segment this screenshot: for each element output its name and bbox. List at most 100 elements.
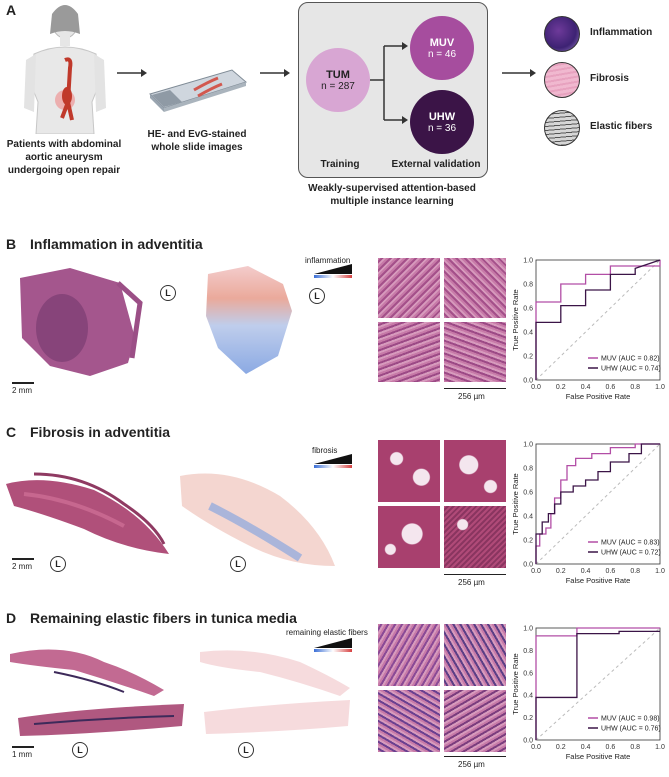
tile-scale-bar — [444, 388, 506, 389]
y-tick-label: 0.2 — [523, 538, 533, 545]
roc-series-line — [535, 630, 660, 740]
x-tick-label: 0.8 — [630, 568, 640, 575]
tile-image — [444, 690, 506, 752]
slides-caption: HE- and EvG-stained whole slide images — [147, 129, 247, 153]
tile-image — [444, 258, 506, 318]
muv-circle: MUV n = 46 — [410, 16, 474, 80]
x-tick-label: 1.0 — [655, 384, 665, 391]
colorbar-icon — [314, 264, 352, 278]
x-tick-label: 0.2 — [556, 744, 566, 751]
x-tick-label: 0.8 — [630, 384, 640, 391]
panel-d-scale: 1 mm — [12, 750, 32, 759]
colorbar-icon — [314, 454, 352, 468]
y-tick-label: 0.0 — [523, 562, 533, 569]
slide-icon — [149, 69, 248, 112]
legend-label: MUV (AUC = 0.83) — [601, 540, 660, 547]
chance-line — [535, 627, 661, 741]
legend-label: MUV (AUC = 0.98) — [601, 716, 660, 723]
patient-illustration — [24, 5, 106, 134]
y-tick-label: 0.6 — [523, 490, 533, 497]
arrow-icon — [117, 69, 147, 77]
panel-c-heatmap-label: fibrosis — [312, 446, 338, 455]
x-tick-label: 0.8 — [630, 744, 640, 751]
panel-d-letter: D — [6, 610, 17, 626]
output-fibrosis: Fibrosis — [590, 73, 629, 84]
panel-b-tile-scale: 256 µm — [458, 392, 485, 401]
tum-name: TUM — [326, 68, 350, 81]
scale-bar — [12, 558, 34, 560]
y-tick-label: 0.6 — [523, 670, 533, 677]
arrow-icon — [260, 69, 290, 77]
uhw-name: UHW — [428, 110, 456, 123]
y-tick-label: 0.8 — [523, 466, 533, 473]
tile-image — [378, 258, 440, 318]
y-tick-label: 0.8 — [523, 282, 533, 289]
panel-c-letter: C — [6, 424, 17, 440]
x-tick-label: 1.0 — [655, 568, 665, 575]
y-tick-label: 0.4 — [523, 514, 533, 521]
plot-frame — [535, 443, 661, 565]
tile-image — [444, 506, 506, 568]
y-tick-label: 1.0 — [523, 626, 533, 633]
panel-b-scale: 2 mm — [12, 386, 32, 395]
split-arrow-icon — [370, 42, 408, 124]
elastic-thumb — [544, 110, 580, 146]
tile-scale-bar — [444, 756, 506, 757]
roc-series-line — [535, 260, 661, 380]
panel-c-heatmap — [180, 473, 335, 566]
muv-n: n = 46 — [427, 48, 457, 60]
panel-c-scale: 2 mm — [12, 562, 32, 571]
y-tick-label: 1.0 — [523, 442, 533, 449]
y-tick-label: 0.8 — [523, 648, 533, 655]
x-tick-label: 0.2 — [556, 568, 566, 575]
output-inflammation: Inflammation — [590, 27, 653, 38]
scale-bar — [12, 382, 34, 384]
y-tick-label: 0.0 — [523, 378, 533, 385]
roc-chart-c: 0.0 0.0 0.2 0.2 0.4 0.4 0.6 0.6 0.8 0.8 1.0 1.0 Fals… — [510, 436, 668, 601]
x-tick-label: 0.4 — [581, 568, 591, 575]
roc-chart-d: 0.0 0.0 0.2 0.2 0.4 0.4 0.6 0.6 0.8 0.8 1.0 1.0 Fals… — [510, 620, 668, 777]
y-tick-label: 0.0 — [523, 738, 533, 745]
chance-line — [535, 443, 661, 565]
x-tick-label: 0.6 — [606, 568, 616, 575]
panel-c-l-marker-1: L — [50, 556, 66, 572]
legend-label: UHW (AUC = 0.72) — [601, 550, 661, 557]
panel-d-tile-scale: 256 µm — [458, 760, 485, 769]
output-elastic: Elastic fibers — [590, 121, 653, 132]
roc-series-line — [535, 443, 660, 564]
x-tick-label: 0.6 — [606, 744, 616, 751]
tum-n: n = 287 — [321, 80, 355, 92]
tile-image — [378, 506, 440, 568]
training-label: Training — [320, 159, 360, 170]
uhw-n: n = 36 — [427, 122, 457, 134]
tile-scale-bar — [444, 574, 506, 575]
panel-b-l-marker-1: L — [160, 285, 176, 301]
muv-name: MUV — [429, 36, 455, 49]
inflammation-thumb — [544, 16, 580, 52]
y-axis-label: True Positive Rate — [511, 653, 520, 714]
legend-label: MUV (AUC = 0.82) — [601, 356, 660, 363]
panel-c-tile-scale: 256 µm — [458, 578, 485, 587]
y-tick-label: 0.4 — [523, 693, 533, 700]
tile-image — [444, 322, 506, 382]
panel-c-l-marker-2: L — [230, 556, 246, 572]
legend-label: UHW (AUC = 0.76) — [601, 726, 661, 733]
panel-d-heatmap-label: remaining elastic fibers — [286, 628, 368, 637]
panel-d-heatmap — [200, 650, 350, 734]
panel-b-he-slide — [20, 268, 143, 376]
roc-series-line — [535, 443, 660, 564]
panel-a-letter: A — [6, 2, 17, 18]
panel-b-l-marker-2: L — [309, 288, 325, 304]
panel-d-l-marker-1: L — [72, 742, 88, 758]
patients-caption: Patients with abdominal aortic aneurysm … — [6, 139, 122, 176]
legend-label: UHW (AUC = 0.74) — [601, 366, 661, 373]
x-axis-label: False Positive Rate — [566, 576, 631, 585]
x-tick-label: 0.6 — [606, 384, 616, 391]
panel-d-title: Remaining elastic fibers in tunica media — [30, 610, 297, 626]
panel-d-l-marker-2: L — [238, 742, 254, 758]
panel-b-title: Inflammation in adventitia — [30, 236, 203, 252]
tile-image — [378, 690, 440, 752]
panel-d-he-slide — [10, 649, 184, 736]
panel-c-title: Fibrosis in adventitia — [30, 424, 171, 440]
roc-chart-b: 0.0 0.0 0.2 0.2 0.4 0.4 0.6 0.6 0.8 0.8 1.0 1.0 Fals… — [510, 252, 668, 417]
